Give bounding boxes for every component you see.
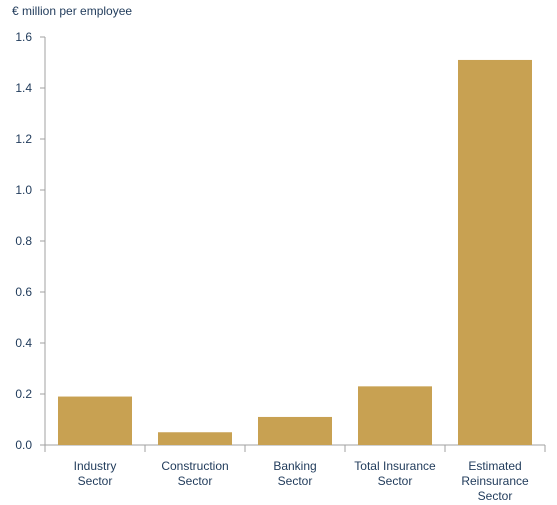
- x-category-label: Estimated Reinsurance Sector: [461, 459, 529, 503]
- y-tick-label: 1.4: [15, 81, 32, 95]
- x-category-label: Industry Sector: [74, 459, 117, 488]
- y-tick-label: 0.4: [15, 336, 32, 350]
- y-tick-label: 0.6: [15, 285, 32, 299]
- x-category-label-line: Sector: [278, 474, 313, 488]
- x-category-label-line: Estimated: [468, 459, 521, 473]
- y-tick-label: 1.6: [15, 30, 32, 44]
- bar-5: [458, 59, 532, 445]
- bar-4: [358, 386, 432, 445]
- x-category-label: Total Insurance Sector: [354, 459, 436, 488]
- y-tick-label: 0.0: [15, 438, 32, 452]
- y-tick-label: 1.2: [15, 132, 32, 146]
- x-category-label: Construction Sector: [161, 459, 228, 488]
- bar-1: [58, 396, 132, 445]
- bar-3: [258, 416, 332, 445]
- y-axis-unit-label: € million per employee: [12, 4, 133, 18]
- x-category-label-line: Total Insurance: [354, 459, 436, 473]
- y-tick-label: 1.0: [15, 183, 32, 197]
- x-category-label-line: Sector: [78, 474, 113, 488]
- x-category-label-line: Sector: [378, 474, 413, 488]
- y-tick-label: 0.8: [15, 234, 32, 248]
- x-category-label: Banking Sector: [273, 459, 316, 488]
- x-category-label-line: Industry: [74, 459, 117, 473]
- y-tick-label: 0.2: [15, 387, 32, 401]
- x-category-label-line: Construction: [161, 459, 228, 473]
- bar-2: [158, 432, 232, 445]
- x-category-label-line: Sector: [178, 474, 213, 488]
- x-category-label-line: Sector: [478, 489, 513, 503]
- x-category-label-line: Banking: [273, 459, 316, 473]
- x-category-label-line: Reinsurance: [461, 474, 529, 488]
